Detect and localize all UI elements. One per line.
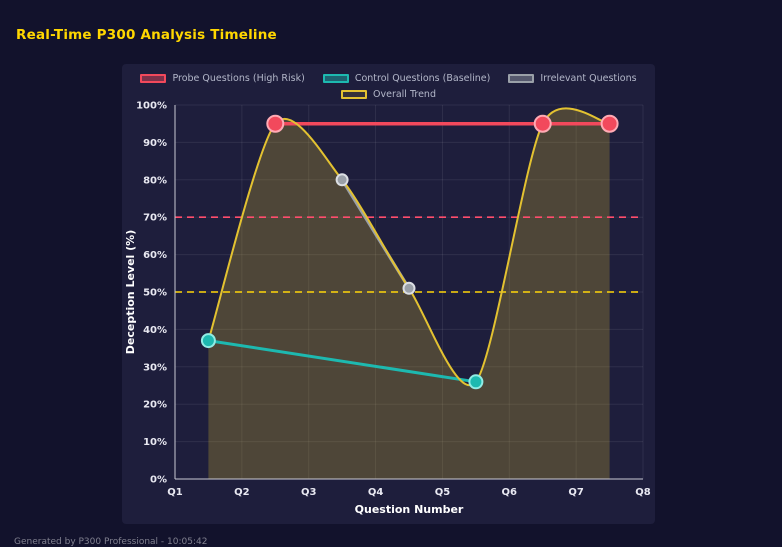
marker-series-1 <box>200 333 216 349</box>
x-tick-label: Q2 <box>234 487 250 498</box>
x-tick-label: Q6 <box>502 487 518 498</box>
y-tick-label: 70% <box>143 213 167 224</box>
y-tick-label: 100% <box>136 101 167 112</box>
series-line-1 <box>206 339 478 384</box>
x-axis-title: Question Number <box>355 503 464 516</box>
marker-series-2 <box>335 173 349 187</box>
marker-series-1 <box>468 374 484 390</box>
chart-legend: Probe Questions (High Risk) Control Ques… <box>122 73 655 100</box>
legend-label-irrelevant: Irrelevant Questions <box>540 73 637 84</box>
y-axis-title: Deception Level (%) <box>124 230 137 354</box>
chart-canvas: 0% 10% 20% 30% 40% 50% 60% 70% 80% 90% 100% Q1 Q2 Q3 Q… <box>124 101 651 517</box>
legend-label-trend: Overall Trend <box>373 89 436 100</box>
y-tick-label: 40% <box>143 325 167 336</box>
x-tick-label: Q5 <box>435 487 451 498</box>
y-tick-label: 30% <box>143 362 167 373</box>
y-tick-label: 60% <box>143 250 167 261</box>
marker-series-0 <box>533 114 552 133</box>
legend-swatch-irrelevant <box>508 74 535 83</box>
chart-panel: Probe Questions (High Risk) Control Ques… <box>122 64 655 524</box>
legend-item-probe-questions[interactable]: Probe Questions (High Risk) <box>140 73 305 84</box>
legend-label-probe: Probe Questions (High Risk) <box>172 73 305 84</box>
legend-row-2: Overall Trend <box>341 89 436 100</box>
legend-item-control-questions[interactable]: Control Questions (Baseline) <box>322 73 491 84</box>
legend-item-irrelevant-questions[interactable]: Irrelevant Questions <box>508 73 637 84</box>
labels-layer: 0% 10% 20% 30% 40% 50% 60% 70% 80% 90% 100% Q1 Q2 Q3 Q… <box>124 101 651 517</box>
legend-row-1: Probe Questions (High Risk) Control Ques… <box>140 73 637 84</box>
marker-series-2 <box>402 281 416 295</box>
page-title: Real-Time P300 Analysis Timeline <box>16 27 277 43</box>
x-tick-label: Q3 <box>301 487 317 498</box>
marker-series-0 <box>266 114 285 133</box>
axes-layer <box>174 105 643 480</box>
x-tick-label: Q7 <box>568 487 584 498</box>
y-tick-label: 20% <box>143 400 167 411</box>
x-tick-label: Q4 <box>368 487 384 498</box>
marker-series-0 <box>600 114 619 133</box>
y-tick-label: 90% <box>143 138 167 149</box>
legend-swatch-trend <box>341 90 367 99</box>
legend-label-control: Control Questions (Baseline) <box>354 73 491 84</box>
footer-text: Generated by P300 Professional - 10:05:4… <box>14 537 208 547</box>
y-tick-label: 0% <box>150 475 167 486</box>
legend-swatch-probe <box>140 74 167 83</box>
y-tick-label: 80% <box>143 175 167 186</box>
y-tick-label: 10% <box>143 437 167 448</box>
x-tick-label: Q1 <box>167 487 183 498</box>
markers-layer <box>200 114 619 390</box>
y-tick-label: 50% <box>143 288 167 299</box>
legend-item-overall-trend[interactable]: Overall Trend <box>341 89 436 100</box>
x-tick-label: Q8 <box>635 487 651 498</box>
legend-swatch-control <box>322 74 349 83</box>
